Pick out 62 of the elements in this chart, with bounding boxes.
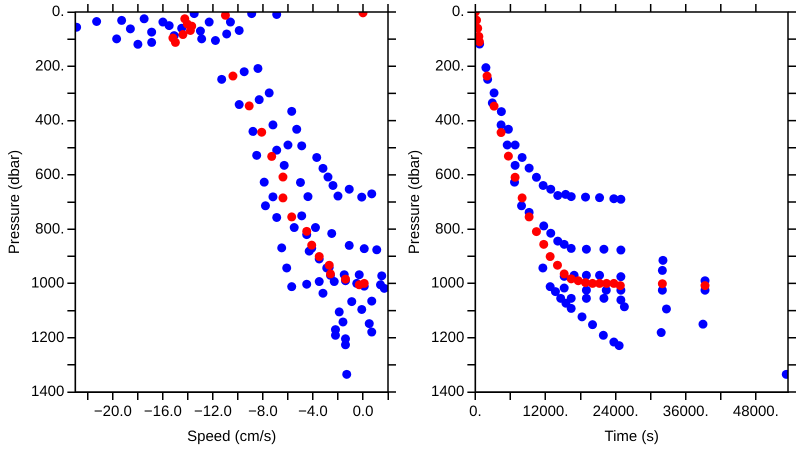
y-axis-title: Pressure (dbar) [6,150,24,254]
point [496,128,506,138]
x-tick-label: −16.0 [144,403,182,420]
point [360,278,369,288]
point [504,152,513,161]
point [552,260,562,270]
y-tick-label: 200. [35,57,64,74]
point [518,193,527,202]
point [616,281,625,290]
point [560,269,569,278]
point [524,212,534,222]
point [482,72,492,81]
point [302,226,312,236]
x-tick-label: 0.0 [352,403,374,420]
y-tick-label: 400. [435,112,464,129]
y-tick-label: 600. [435,166,464,183]
y-tick-label: 1400 [430,383,464,400]
point [539,240,548,249]
y-tick-label: 400. [35,112,64,129]
point [700,281,710,290]
point [287,212,296,222]
point [546,252,555,262]
x-tick-label: −4.0 [298,403,328,420]
point [278,193,288,202]
y-axis-title: Pressure (dbar) [406,150,424,254]
point [267,152,276,161]
point [307,240,316,250]
point [532,227,541,236]
x-tick-label: −8.0 [248,403,278,420]
point [510,172,520,182]
point [490,102,499,111]
x-tick-label: −20.0 [94,403,132,420]
point [228,72,238,81]
y-tick-label: 800. [435,220,464,238]
point [602,278,612,288]
point [574,276,583,286]
point [244,101,254,110]
x-tick-label: 24000. [592,403,639,420]
point [178,30,188,40]
x-tick-label: 12000. [522,403,568,420]
point [658,279,667,288]
y-tick-label: 1200 [30,328,64,346]
y-tick-label: 1400 [30,383,64,400]
y-tick-label: 0. [452,3,464,20]
y-tick-label: 1200 [430,328,464,346]
x-tick-label: 36000. [662,403,709,420]
y-tick-label: 800. [35,220,64,238]
point [257,128,266,137]
x-tick-label: −12.0 [194,403,232,420]
point [314,252,324,262]
y-tick-label: 1000 [430,274,464,292]
x-tick-label: 0. [469,403,482,420]
y-tick-label: 0. [52,3,64,20]
x-axis-title: Speed (cm/s) [187,428,276,446]
point [170,38,180,47]
x-tick-label: 48000. [732,403,779,420]
point [220,12,230,20]
x-axis-title: Time (s) [604,428,659,446]
y-tick-label: 200. [435,57,464,74]
y-tick-label: 1000 [30,274,64,292]
y-tick-label: 600. [35,166,64,183]
point [278,172,288,182]
